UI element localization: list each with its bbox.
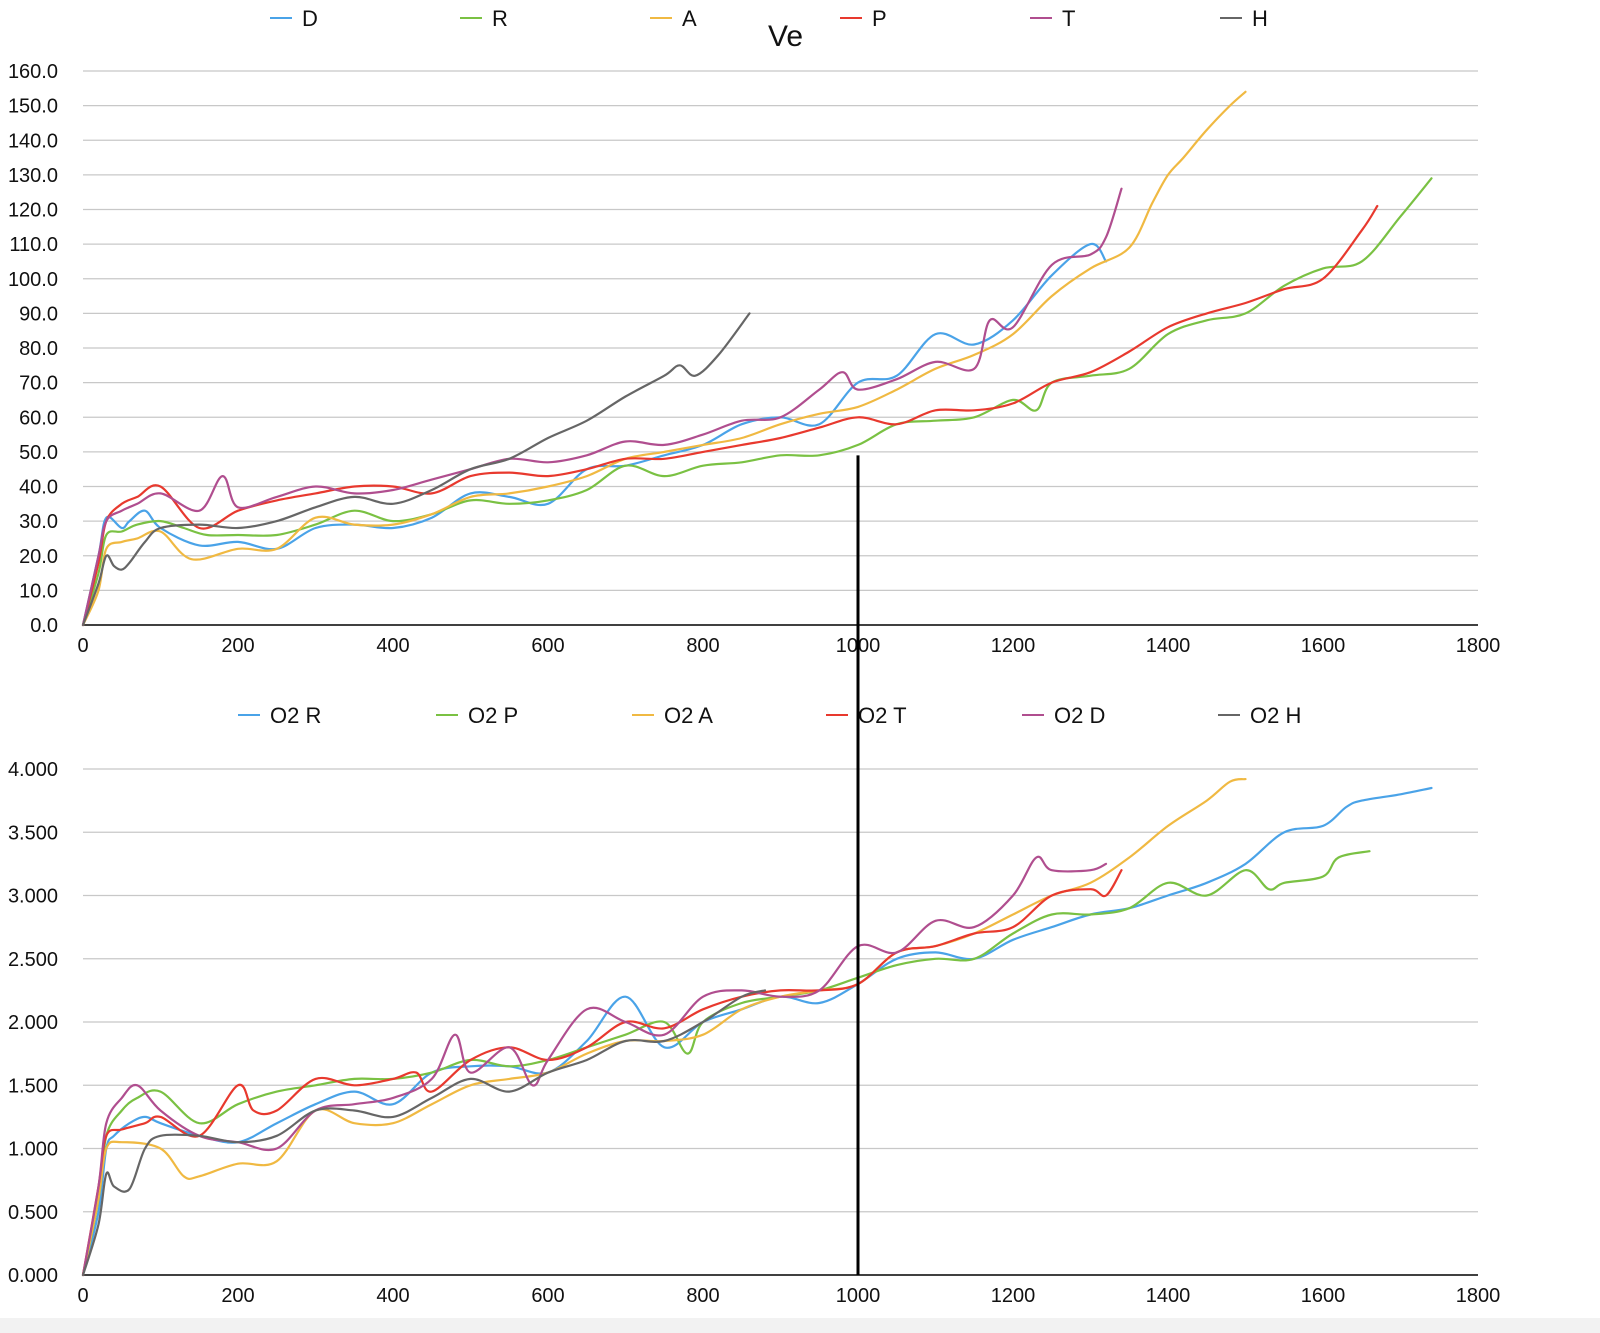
y-tick-label: 110.0: [9, 234, 58, 256]
x-tick-label: 200: [221, 1285, 254, 1307]
legend-label: O2 A: [664, 703, 713, 728]
x-tick-label: 800: [686, 635, 719, 657]
y-tick-label: 120.0: [8, 200, 58, 222]
bottom-strip: [0, 1318, 1600, 1333]
y-tick-label: 40.0: [19, 477, 58, 499]
series-line-h: [81, 312, 751, 627]
series-line-d: [81, 242, 1108, 627]
legend-label: D: [302, 6, 318, 31]
y-tick-label: 2.500: [8, 949, 58, 971]
y-tick-label: 20.0: [19, 546, 58, 568]
x-tick-label: 1400: [1146, 1285, 1191, 1307]
x-tick-label: 200: [221, 635, 254, 657]
chart-title: Ve: [768, 20, 803, 53]
series-line-o2-r: [81, 786, 1433, 1277]
y-tick-label: 130.0: [8, 165, 58, 187]
y-tick-label: 2.000: [8, 1012, 58, 1034]
x-tick-label: 1800: [1456, 635, 1501, 657]
y-tick-label: 4.000: [8, 759, 58, 781]
series-line-a: [81, 90, 1247, 627]
x-tick-label: 1000: [836, 1285, 881, 1307]
y-tick-label: 1.500: [8, 1075, 58, 1097]
ve-chart: 0.0 10.0 20.0 30.0 40.0 50.0 60.0 70.0 80.0 90.0 1…: [8, 6, 1500, 657]
x-tick-label: 600: [531, 635, 564, 657]
legend-label: O2 H: [1250, 703, 1301, 728]
legend-label: T: [1062, 6, 1075, 31]
y-tick-label: 0.000: [8, 1265, 58, 1287]
x-tick-label: 1400: [1146, 635, 1191, 657]
y-tick-label: 3.000: [8, 886, 58, 908]
legend-label: R: [492, 6, 508, 31]
y-tick-label: 1.000: [8, 1139, 58, 1161]
x-tick-label: 1800: [1456, 1285, 1501, 1307]
y-tick-label: 60.0: [19, 407, 58, 429]
x-tick-label: 1600: [1301, 1285, 1346, 1307]
series-line-o2-t: [81, 869, 1123, 1277]
y-tick-label: 90.0: [19, 303, 58, 325]
y-tick-label: 10.0: [19, 580, 58, 602]
series-line-o2-a: [81, 778, 1247, 1277]
legend-label: O2 P: [468, 703, 518, 728]
y-tick-label: 150.0: [8, 96, 58, 118]
x-tick-label: 800: [686, 1285, 719, 1307]
y-tick-label: 50.0: [19, 442, 58, 464]
x-tick-label: 400: [376, 1285, 409, 1307]
series-line-o2-p: [81, 850, 1371, 1277]
series-line-o2-h: [81, 989, 767, 1277]
legend-label: H: [1252, 6, 1268, 31]
y-tick-label: 160.0: [8, 61, 58, 83]
x-tick-label: 0: [77, 1285, 88, 1307]
x-tick-label: 1200: [991, 635, 1036, 657]
y-tick-label: 140.0: [8, 130, 58, 152]
legend-label: O2 D: [1054, 703, 1105, 728]
x-tick-label: 1600: [1301, 635, 1346, 657]
y-tick-label: 80.0: [19, 338, 58, 360]
series-line-t: [81, 187, 1123, 627]
series-line-r: [81, 177, 1433, 627]
y-tick-label: 0.500: [8, 1202, 58, 1224]
legend-label: A: [682, 6, 697, 31]
y-tick-label: 30.0: [19, 511, 58, 533]
x-tick-label: 0: [77, 635, 88, 657]
legend-label: O2 R: [270, 703, 321, 728]
o2-chart: 0.000 0.500 1.000 1.500 2.000 2.500 3.000 3.500…: [8, 703, 1500, 1307]
x-tick-label: 1200: [991, 1285, 1036, 1307]
legend-label: O2 T: [858, 703, 907, 728]
x-tick-label: 400: [376, 635, 409, 657]
series-line-o2-d: [81, 855, 1108, 1277]
y-tick-label: 100.0: [8, 269, 58, 291]
x-tick-label: 600: [531, 1285, 564, 1307]
y-tick-label: 0.0: [30, 615, 58, 637]
legend-label: P: [872, 6, 887, 31]
y-tick-label: 70.0: [19, 373, 58, 395]
y-tick-label: 3.500: [8, 822, 58, 844]
series-line-p: [81, 204, 1379, 627]
